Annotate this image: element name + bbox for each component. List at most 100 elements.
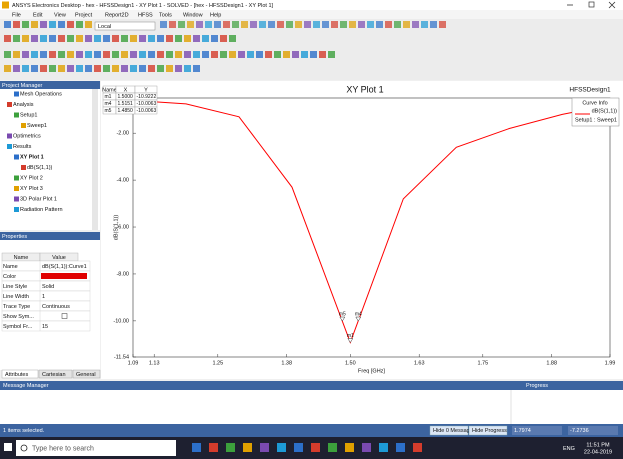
toolbar-button[interactable] [223,21,230,28]
toolbar-button[interactable] [31,21,38,28]
toolbar-button[interactable] [229,35,236,42]
toolbar-button[interactable] [439,21,446,28]
toolbar-button[interactable] [103,65,110,72]
toolbar-button[interactable] [76,35,83,42]
menu-item[interactable]: Report2D [105,12,129,18]
toolbar-button[interactable] [175,35,182,42]
taskbar-app[interactable] [413,443,422,452]
taskbar-app[interactable] [192,443,201,452]
solution-dropdown[interactable] [94,21,156,31]
status-button[interactable] [468,425,508,436]
tab-label[interactable]: Attributes [5,372,28,378]
toolbar-button[interactable] [85,35,92,42]
toolbar-button[interactable] [301,51,308,58]
menu-item[interactable]: Project [75,12,93,18]
toolbar-button[interactable] [85,21,92,28]
toolbar-button[interactable] [49,51,56,58]
toolbar-button[interactable] [58,21,65,28]
toolbar-button[interactable] [166,51,173,58]
toolbar-button[interactable] [157,35,164,42]
taskbar-app[interactable] [243,443,252,452]
toolbar-button[interactable] [148,35,155,42]
toolbar-button[interactable] [157,51,164,58]
toolbar-button[interactable] [295,21,302,28]
toolbar-button[interactable] [394,21,401,28]
toolbar-button[interactable] [40,51,47,58]
toolbar-button[interactable] [214,21,221,28]
toolbar-button[interactable] [13,21,20,28]
toolbar-button[interactable] [13,51,20,58]
tree-item[interactable]: XY Plot 2 [20,175,43,181]
tree-item[interactable]: Results [13,144,32,150]
toolbar-button[interactable] [139,51,146,58]
toolbar-button[interactable] [220,35,227,42]
toolbar-button[interactable] [67,21,74,28]
toolbar-button[interactable] [313,21,320,28]
toolbar-button[interactable] [40,65,47,72]
toolbar-button[interactable] [58,35,65,42]
toolbar-button[interactable] [49,35,56,42]
property-value[interactable]: Continuous [42,304,70,310]
toolbar-button[interactable] [286,21,293,28]
tree-item[interactable]: Sweep1 [27,123,47,129]
toolbar-button[interactable] [178,21,185,28]
toolbar-button[interactable] [220,51,227,58]
toolbar-button[interactable] [211,35,218,42]
property-value[interactable]: 1 [42,294,45,300]
toolbar-button[interactable] [160,21,167,28]
toolbar-button[interactable] [349,21,356,28]
toolbar-button[interactable] [85,65,92,72]
toolbar-button[interactable] [166,35,173,42]
toolbar-button[interactable] [130,65,137,72]
toolbar-button[interactable] [112,35,119,42]
toolbar-button[interactable] [259,21,266,28]
toolbar-button[interactable] [22,35,29,42]
toolbar-button[interactable] [229,51,236,58]
toolbar-button[interactable] [166,65,173,72]
toolbar-button[interactable] [112,51,119,58]
toolbar-button[interactable] [193,51,200,58]
toolbar-button[interactable] [304,21,311,28]
tab[interactable] [72,369,101,379]
toolbar-button[interactable] [4,51,11,58]
toolbar-button[interactable] [157,65,164,72]
toolbar-button[interactable] [256,51,263,58]
toolbar-button[interactable] [40,35,47,42]
toolbar-button[interactable] [367,21,374,28]
status-button-text[interactable]: Hide Progress [472,428,507,434]
tree-item[interactable]: dB(S(1,1)) [27,165,53,171]
toolbar-button[interactable] [421,21,428,28]
toolbar-button[interactable] [139,35,146,42]
toolbar-button[interactable] [175,65,182,72]
maximize[interactable] [588,1,595,8]
search-box[interactable] [16,440,176,456]
toolbar-button[interactable] [187,21,194,28]
toolbar-button[interactable] [184,35,191,42]
toolbar-button[interactable] [112,65,119,72]
menu-item[interactable]: View [54,12,66,18]
toolbar-button[interactable] [340,21,347,28]
tree-item[interactable]: Mesh Operations [20,91,62,97]
toolbar-button[interactable] [49,21,56,28]
toolbar-button[interactable] [148,65,155,72]
taskbar-app[interactable] [362,443,371,452]
property-value[interactable]: Solid [42,284,54,290]
toolbar-button[interactable] [121,35,128,42]
toolbar-button[interactable] [58,51,65,58]
toolbar-button[interactable] [403,21,410,28]
menu-item[interactable]: File [12,12,21,18]
tree-item[interactable]: 3D Polar Plot 1 [20,196,57,202]
toolbar-button[interactable] [130,51,137,58]
toolbar-button[interactable] [175,51,182,58]
tree-item[interactable]: XY Plot 3 [20,186,43,192]
toolbar-button[interactable] [211,51,218,58]
taskbar-app[interactable] [379,443,388,452]
taskbar-app[interactable] [260,443,269,452]
toolbar-button[interactable] [121,51,128,58]
toolbar-button[interactable] [322,21,329,28]
toolbar-button[interactable] [430,21,437,28]
toolbar-button[interactable] [328,51,335,58]
toolbar-button[interactable] [4,35,11,42]
toolbar-button[interactable] [202,35,209,42]
color-swatch[interactable] [41,273,87,279]
